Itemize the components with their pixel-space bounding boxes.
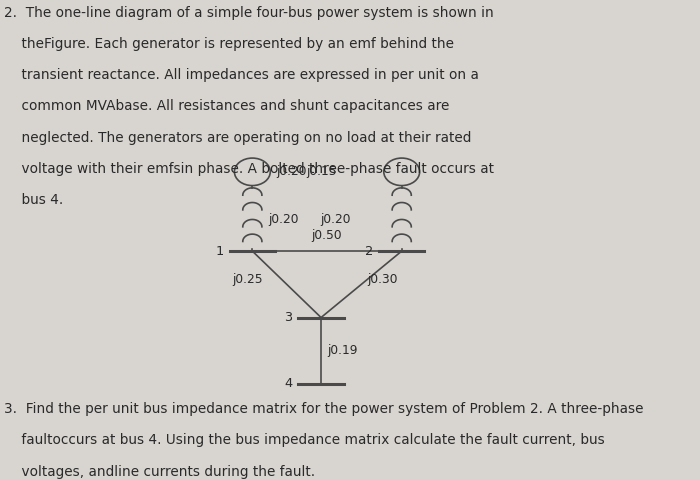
Text: 1: 1: [216, 245, 224, 258]
Text: theFigure. Each generator is represented by an emf behind the: theFigure. Each generator is represented…: [4, 37, 454, 51]
Text: 2.  The one-line diagram of a simple four-bus power system is shown in: 2. The one-line diagram of a simple four…: [4, 6, 494, 20]
Text: 4: 4: [284, 377, 293, 390]
Text: 3.  Find the per unit bus impedance matrix for the power system of Problem 2. A : 3. Find the per unit bus impedance matri…: [4, 402, 644, 416]
Text: j0.20: j0.20: [276, 165, 307, 178]
Text: transient reactance. All impedances are expressed in per unit on a: transient reactance. All impedances are …: [4, 68, 480, 82]
Text: j0.25: j0.25: [232, 273, 262, 286]
Text: j0.30: j0.30: [368, 273, 398, 286]
Text: 3: 3: [284, 311, 293, 324]
Text: j0.50: j0.50: [312, 229, 342, 242]
Text: j0.20: j0.20: [321, 213, 351, 226]
Text: bus 4.: bus 4.: [4, 193, 64, 207]
Text: faultoccurs at bus 4. Using the bus impedance matrix calculate the fault current: faultoccurs at bus 4. Using the bus impe…: [4, 433, 605, 447]
Text: voltages, andline currents during the fault.: voltages, andline currents during the fa…: [4, 465, 316, 479]
Text: j0.20: j0.20: [268, 213, 298, 226]
Text: voltage with their emfsin phase. A bolted three-phase fault occurs at: voltage with their emfsin phase. A bolte…: [4, 162, 494, 176]
Text: j0.19: j0.19: [327, 344, 358, 357]
Text: neglected. The generators are operating on no load at their rated: neglected. The generators are operating …: [4, 131, 472, 145]
Text: j0.15: j0.15: [306, 165, 337, 178]
Text: 2: 2: [365, 245, 373, 258]
Text: common MVAbase. All resistances and shunt capacitances are: common MVAbase. All resistances and shun…: [4, 100, 450, 114]
